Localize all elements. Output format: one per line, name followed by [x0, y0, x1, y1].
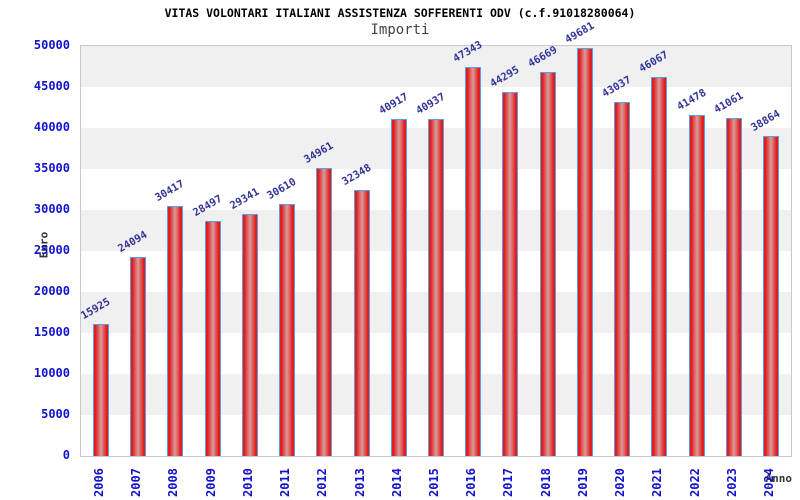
bar-2021: [651, 77, 668, 456]
bar-2014: [390, 119, 407, 456]
x-tick-label: 2021: [650, 468, 665, 497]
bar-2017: [502, 91, 519, 456]
y-tick-label: 45000: [33, 79, 70, 93]
bar-2009: [204, 221, 221, 456]
bar-2019: [576, 47, 593, 456]
bar-2016: [465, 66, 482, 456]
grid-band: [81, 46, 791, 87]
x-tick-label: 2009: [203, 468, 218, 497]
bar-2007: [130, 257, 147, 456]
x-tick-label: 2006: [92, 468, 106, 497]
x-tick-label: 2011: [278, 468, 293, 497]
bar-2011: [279, 204, 296, 456]
x-tick-label: 2023: [724, 468, 739, 497]
x-tick-label: 2008: [166, 468, 181, 497]
bar-2015: [428, 119, 444, 456]
y-tick-label: 20000: [33, 284, 70, 298]
bar-2024: [763, 136, 779, 456]
x-tick-label: 2019: [575, 468, 590, 497]
y-tick-label: 50000: [33, 38, 70, 52]
bar-2020: [614, 102, 631, 456]
y-tick-label: 30000: [33, 202, 70, 216]
x-tick-label: 2012: [315, 468, 330, 497]
x-tick-label: 2007: [129, 468, 144, 497]
bar-2018: [539, 72, 556, 456]
y-tick-label: 35000: [33, 161, 70, 175]
plot-area: 15925 24094 30417 28497 29341 30610 34961 32348…: [79, 19, 792, 457]
bar-2006: [93, 324, 109, 456]
x-tick-label: 2020: [613, 468, 628, 497]
bar-2008: [167, 205, 184, 456]
bar-2023: [725, 118, 742, 456]
y-tick-label: 25000: [33, 243, 70, 257]
x-tick-label: 2022: [687, 468, 702, 497]
bar-2012: [316, 168, 333, 456]
x-axis-title: Anno: [765, 472, 793, 485]
x-tick-label: 2016: [464, 468, 479, 497]
y-tick-label: 40000: [33, 120, 70, 134]
bar-2022: [688, 114, 705, 456]
x-tick-label: 2015: [427, 468, 441, 497]
x-tick-label: 2013: [352, 468, 367, 497]
x-tick-label: 2017: [501, 468, 516, 497]
y-tick-label: 10000: [33, 366, 70, 380]
x-tick-label: 2024: [762, 468, 776, 497]
y-tick-label: 5000: [41, 407, 70, 421]
chart-subtitle: Importi: [370, 22, 430, 38]
y-tick-label: 0: [62, 448, 70, 462]
chart-title: VITAS VOLONTARI ITALIANI ASSISTENZA SOFF…: [164, 6, 636, 20]
y-tick-label: 15000: [33, 325, 70, 339]
bar-2010: [241, 214, 258, 456]
x-tick-label: 2018: [538, 468, 553, 497]
x-tick-label: 2014: [389, 468, 404, 497]
x-tick-label: 2010: [240, 468, 255, 497]
bar-2013: [353, 189, 370, 456]
